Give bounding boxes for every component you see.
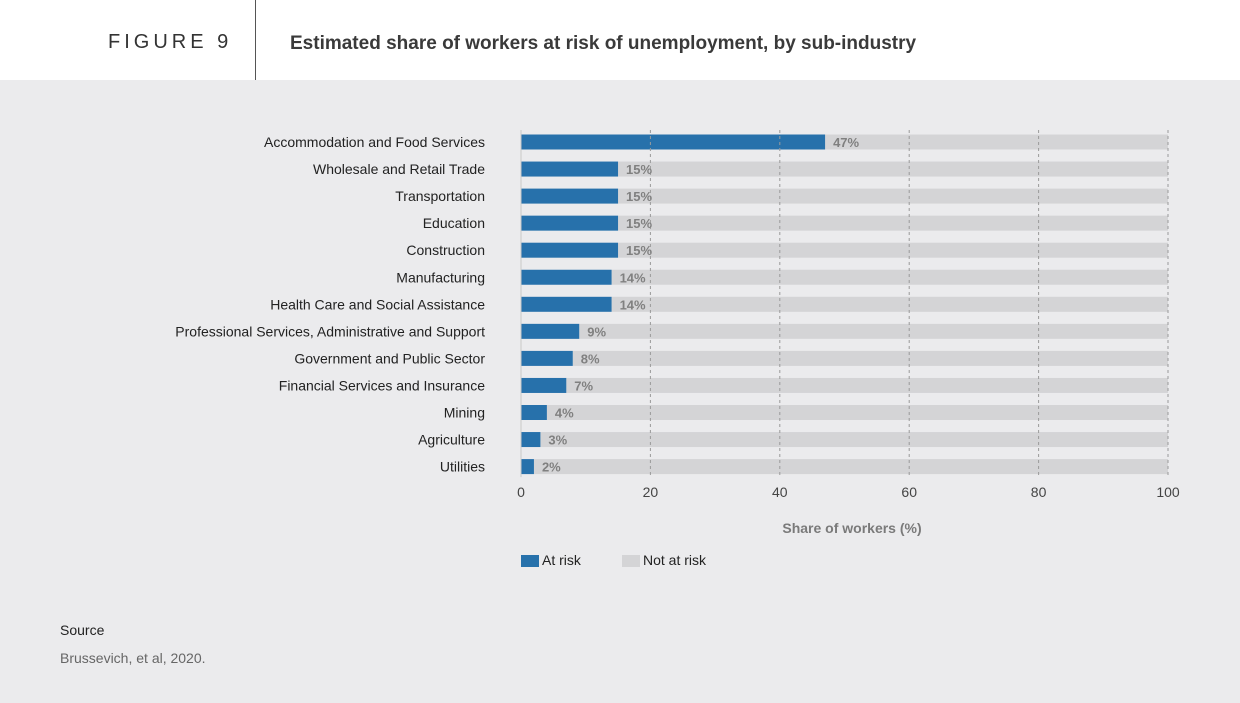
- category-label: Agriculture: [418, 432, 485, 448]
- bar-not-at-risk: [618, 242, 1168, 258]
- category-label: Professional Services, Administrative an…: [175, 323, 485, 339]
- bar-at-risk: [521, 377, 567, 393]
- category-label: Manufacturing: [396, 269, 485, 285]
- bar-at-risk: [521, 432, 541, 448]
- data-label: 47%: [833, 135, 859, 150]
- data-label: 14%: [620, 297, 646, 312]
- bar-not-at-risk: [579, 323, 1168, 339]
- source-title: Source: [60, 622, 105, 638]
- grid-layer: [520, 130, 1169, 478]
- category-label: Construction: [406, 242, 485, 258]
- bar-not-at-risk: [572, 350, 1168, 366]
- header-divider: [255, 0, 256, 80]
- bar-at-risk: [521, 161, 619, 177]
- bar-not-at-risk: [533, 459, 1168, 475]
- data-label: 3%: [548, 433, 567, 448]
- category-label: Mining: [444, 405, 485, 421]
- bar-not-at-risk: [618, 161, 1168, 177]
- data-label: 14%: [620, 270, 646, 285]
- category-label: Financial Services and Insurance: [279, 377, 485, 393]
- category-label: Accommodation and Food Services: [264, 134, 485, 150]
- data-label: 15%: [626, 216, 652, 231]
- bar-at-risk: [521, 269, 612, 285]
- source-text: Brussevich, et al, 2020.: [60, 650, 206, 666]
- figure-title: Estimated share of workers at risk of un…: [290, 33, 917, 54]
- bar-at-risk: [521, 215, 619, 231]
- x-tick-label: 100: [1156, 484, 1180, 500]
- bar-not-at-risk: [546, 405, 1168, 420]
- bar-not-at-risk: [611, 296, 1168, 312]
- bar-at-risk: [521, 350, 573, 366]
- x-tick-label: 40: [772, 484, 788, 500]
- bar-at-risk: [521, 405, 547, 420]
- bar-not-at-risk: [618, 188, 1168, 204]
- legend: At risk Not at risk: [521, 552, 707, 568]
- bar-not-at-risk: [611, 269, 1168, 285]
- bar-at-risk: [521, 134, 826, 150]
- bar-not-at-risk: [540, 432, 1168, 448]
- data-label: 15%: [626, 243, 652, 258]
- data-label: 8%: [581, 351, 600, 366]
- category-label: Government and Public Sector: [294, 350, 485, 366]
- data-label: 2%: [542, 460, 561, 475]
- bar-at-risk: [521, 188, 619, 204]
- labels-layer: Accommodation and Food Services 47% Wholes…: [175, 134, 859, 475]
- data-label: 15%: [626, 162, 652, 177]
- bar-not-at-risk: [618, 215, 1168, 231]
- category-label: Education: [423, 215, 485, 231]
- legend-swatch: [622, 555, 640, 567]
- x-axis-ticks: 0 20 40 60 80 100: [517, 484, 1180, 500]
- bar-at-risk: [521, 296, 612, 312]
- bar-not-at-risk: [566, 377, 1168, 393]
- data-label: 4%: [555, 406, 574, 421]
- bar-not-at-risk: [825, 134, 1168, 150]
- x-tick-label: 0: [517, 484, 525, 500]
- x-tick-label: 60: [901, 484, 917, 500]
- bar-chart: Accommodation and Food Services 47% Wholes…: [175, 130, 1180, 568]
- legend-swatch: [521, 555, 539, 567]
- data-label: 15%: [626, 189, 652, 204]
- data-label: 9%: [587, 324, 606, 339]
- bars-layer: [521, 134, 1168, 475]
- bar-at-risk: [521, 459, 534, 475]
- x-tick-label: 20: [643, 484, 659, 500]
- legend-label: At risk: [542, 552, 582, 568]
- category-label: Transportation: [395, 188, 485, 204]
- bar-at-risk: [521, 323, 580, 339]
- bar-at-risk: [521, 242, 619, 258]
- category-label: Wholesale and Retail Trade: [313, 161, 485, 177]
- figure-label: FIGURE 9: [108, 31, 233, 53]
- legend-label: Not at risk: [643, 552, 707, 568]
- figure-header: FIGURE 9 Estimated share of workers at r…: [0, 0, 1240, 80]
- category-label: Health Care and Social Assistance: [270, 296, 485, 312]
- category-label: Utilities: [440, 459, 485, 475]
- data-label: 7%: [574, 378, 593, 393]
- x-axis-title: Share of workers (%): [782, 520, 921, 536]
- x-tick-label: 80: [1031, 484, 1047, 500]
